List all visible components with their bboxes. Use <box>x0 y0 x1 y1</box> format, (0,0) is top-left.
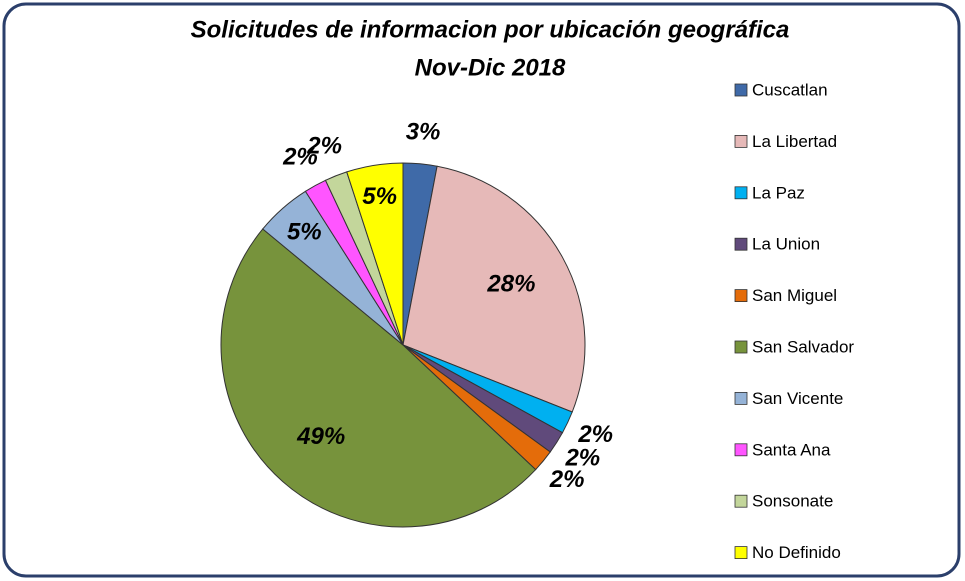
data-label: 2% <box>306 132 342 159</box>
legend-swatch <box>734 494 748 508</box>
legend-label: Santa Ana <box>752 440 831 459</box>
pie-slice <box>346 162 404 346</box>
legend-label: La Libertad <box>752 132 837 151</box>
legend-swatch <box>734 443 748 457</box>
data-label: 5% <box>287 218 322 245</box>
legend-label: Sonsonate <box>752 492 833 511</box>
legend-label: La Union <box>752 235 820 254</box>
legend-swatch <box>734 134 748 148</box>
data-label: 2% <box>282 144 318 171</box>
data-label: 49% <box>296 423 345 450</box>
data-label: 2% <box>549 466 585 493</box>
legend-swatch <box>734 237 748 251</box>
legend-swatch <box>734 340 748 354</box>
data-label: 28% <box>486 271 535 298</box>
legend-label: San Salvador <box>752 337 854 356</box>
data-label: 5% <box>362 183 397 210</box>
chart-title: Solicitudes de informacion por ubicación… <box>191 16 790 43</box>
legend-label: No Definido <box>752 543 841 562</box>
legend-swatch <box>734 83 748 97</box>
legend-swatch <box>734 186 748 200</box>
legend-swatch <box>734 289 748 303</box>
chart-subtitle: Nov-Dic 2018 <box>415 54 566 81</box>
pie-slice <box>402 165 586 413</box>
data-label: 3% <box>406 118 441 145</box>
data-label: 2% <box>564 444 600 471</box>
data-label: 2% <box>577 421 613 448</box>
legend-label: San Vicente <box>752 389 843 408</box>
pie-slice <box>220 228 537 528</box>
legend-label: Cuscatlan <box>752 80 828 99</box>
legend-label: San Miguel <box>752 286 837 305</box>
legend-swatch <box>734 391 748 405</box>
legend-swatch <box>734 546 748 559</box>
legend-label: La Paz <box>752 183 805 202</box>
